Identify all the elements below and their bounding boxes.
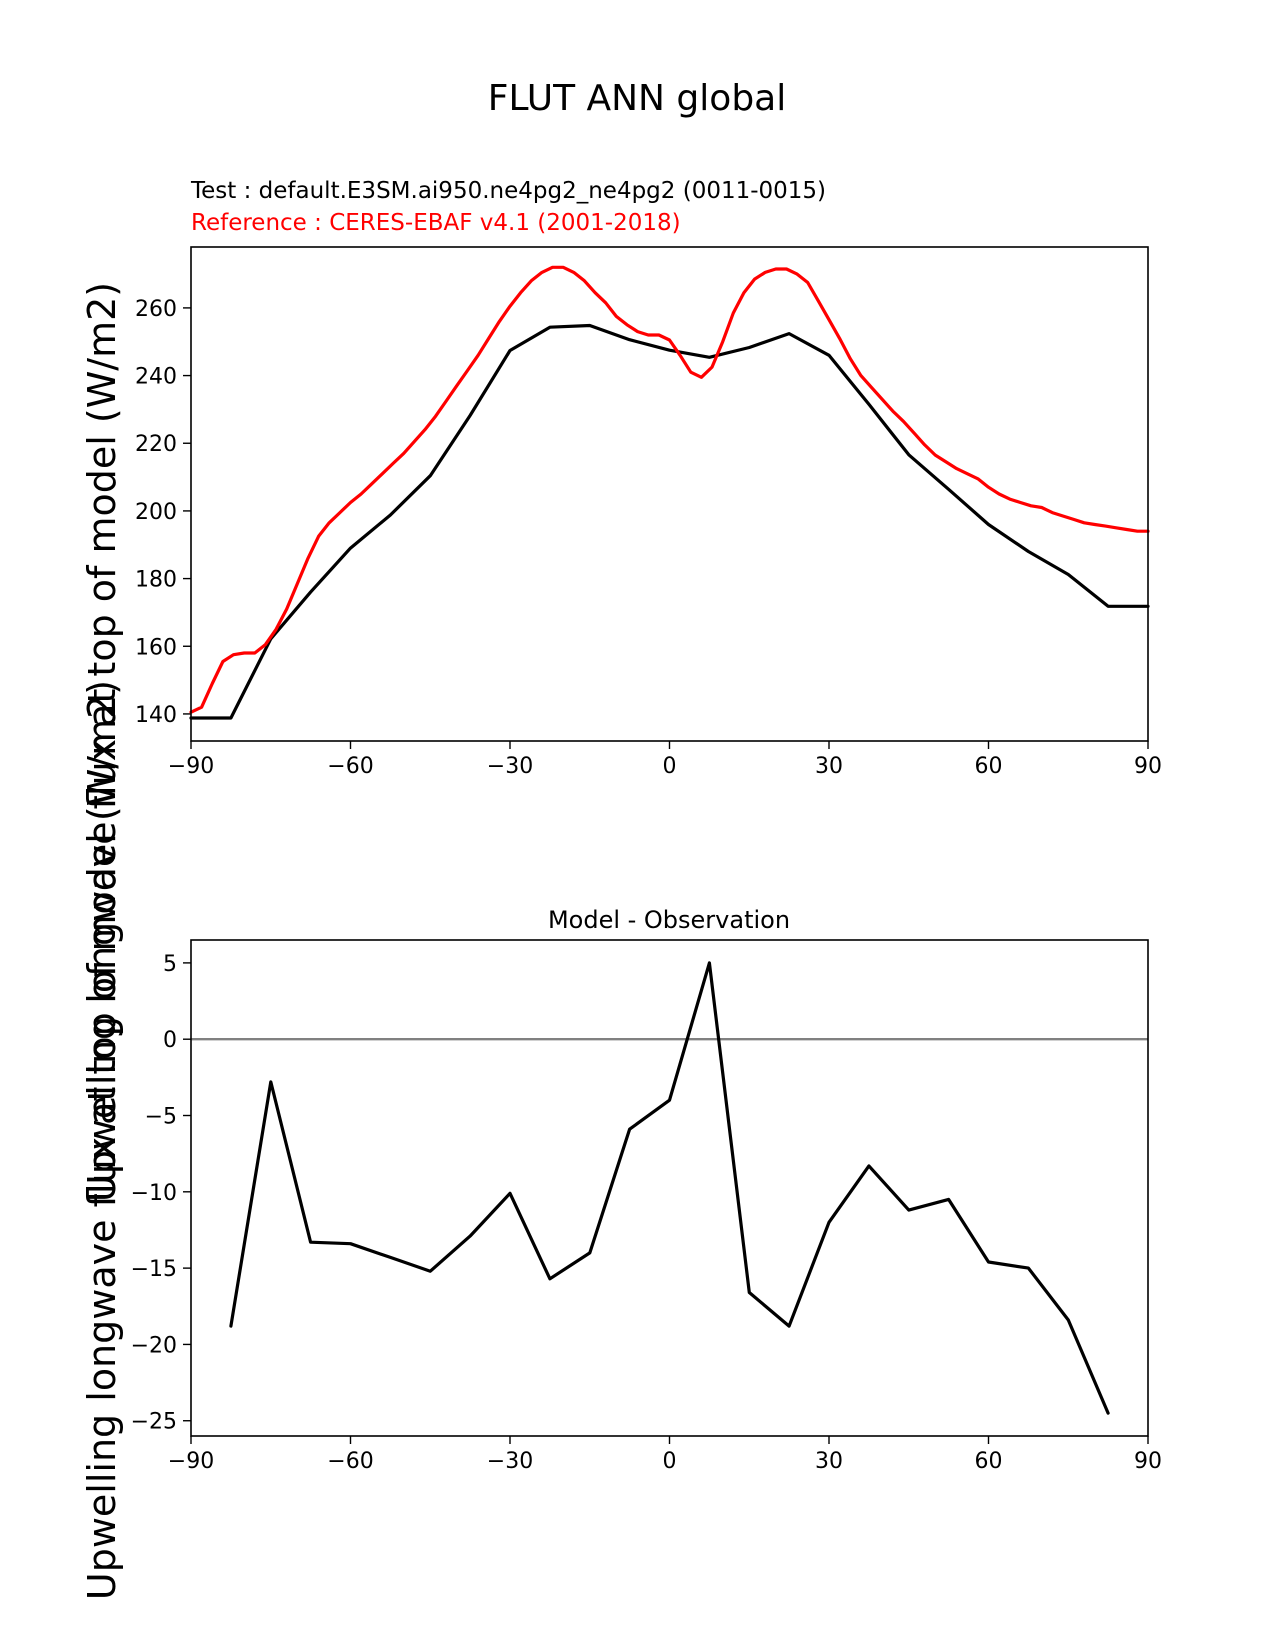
bottom-y-tick-label: −15 xyxy=(131,1257,177,1282)
bottom-y-tick-label: −20 xyxy=(131,1333,177,1358)
top-panel-ticks: −90 −60 −30 0 30 60 90 140 160 180 200 220 240 260 xyxy=(135,297,1162,779)
top-x-tick-label: 90 xyxy=(1134,754,1162,779)
bottom-x-tick-label: 90 xyxy=(1134,1449,1162,1474)
top-y-tick-label: 260 xyxy=(135,297,177,322)
bottom-x-tick-label: 30 xyxy=(815,1449,843,1474)
top-y-tick-label: 220 xyxy=(135,432,177,457)
difference-series-line xyxy=(229,961,1110,1415)
y-axis-label-bottom: Upwelling longwave flux at top of model … xyxy=(80,680,124,1600)
reference-label: Reference : CERES-EBAF v4.1 (2001-2018) xyxy=(191,210,681,236)
bottom-panel-frame xyxy=(190,939,1149,1437)
top-y-tick-label: 200 xyxy=(135,500,177,525)
bottom-x-tick-label: 60 xyxy=(975,1449,1003,1474)
top-x-tick-label: −30 xyxy=(487,754,533,779)
top-x-tick-label: −90 xyxy=(168,754,214,779)
bottom-x-tick-label: −60 xyxy=(327,1449,373,1474)
top-y-tick-label: 160 xyxy=(135,635,177,660)
bottom-y-tick-label: −10 xyxy=(131,1181,177,1206)
bottom-panel-series xyxy=(191,961,1148,1415)
bottom-y-tick-label: 5 xyxy=(163,952,177,977)
bottom-x-tick-label: −30 xyxy=(487,1449,533,1474)
top-y-tick-label: 240 xyxy=(135,365,177,390)
bottom-panel-title: Model - Observation xyxy=(548,906,790,934)
bottom-y-tick-label: 0 xyxy=(163,1028,177,1053)
test-series-line xyxy=(189,323,1150,720)
y-axis-label-top: Upwelling longwave flux at top of model … xyxy=(80,282,124,1202)
bottom-panel-ticks: −90 −60 −30 0 30 60 90 −25 −20 −15 −10 −5 0 5 xyxy=(131,952,1162,1474)
bottom-x-tick-label: 0 xyxy=(663,1449,677,1474)
bottom-y-tick-label: −5 xyxy=(145,1105,177,1130)
top-y-tick-label: 140 xyxy=(135,703,177,728)
top-x-tick-label: 60 xyxy=(975,754,1003,779)
figure-suptitle: FLUT ANN global xyxy=(488,78,786,119)
top-x-tick-label: 30 xyxy=(815,754,843,779)
test-label: Test : default.E3SM.ai950.ne4pg2_ne4pg2 … xyxy=(190,178,826,204)
top-y-tick-label: 180 xyxy=(135,568,177,593)
top-panel: −90 −60 −30 0 30 60 90 140 160 180 200 220 240 260 xyxy=(135,246,1162,779)
top-x-tick-label: 0 xyxy=(663,754,677,779)
top-x-tick-label: −60 xyxy=(327,754,373,779)
top-panel-series xyxy=(189,265,1150,720)
reference-series-line xyxy=(189,265,1150,714)
bottom-y-tick-label: −25 xyxy=(131,1410,177,1435)
bottom-x-tick-label: −90 xyxy=(168,1449,214,1474)
top-panel-frame xyxy=(190,246,1149,742)
bottom-panel: Model - Observation −90 −60 −30 0 30 60 90−25−… xyxy=(131,906,1162,1474)
